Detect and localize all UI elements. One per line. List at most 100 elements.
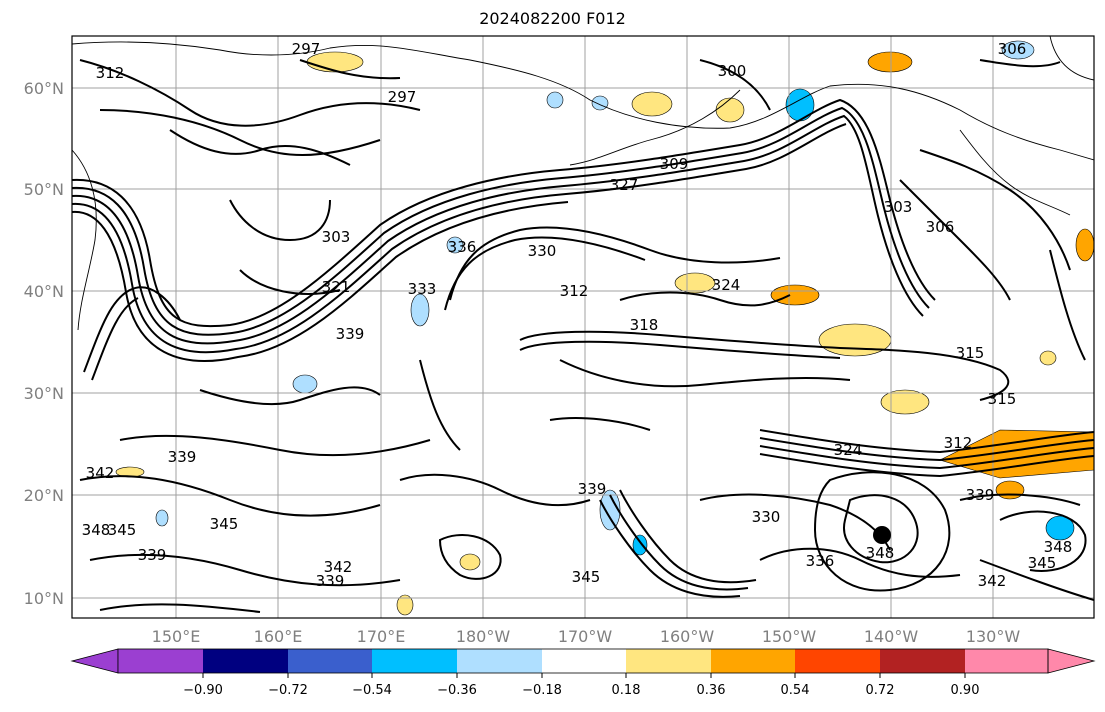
colorbar-tick-label: 0.90	[951, 683, 980, 698]
contour-label: 324	[834, 441, 863, 459]
contour-label: 312	[944, 434, 973, 452]
colorbar-outline	[117, 648, 1049, 674]
contour-labels: 297 312 297 306 300 309 327 303 306 303 …	[82, 40, 1073, 590]
lon-label: 160°W	[660, 627, 715, 646]
latitude-labels: 60°N 50°N 40°N 30°N 20°N 10°N	[24, 79, 64, 608]
contour-label: 345	[210, 515, 239, 533]
contour-label: 315	[988, 390, 1017, 408]
shade-patch	[880, 389, 930, 415]
colorbar-segment	[626, 649, 711, 673]
shade-patch	[410, 293, 430, 327]
longitude-labels: 150°E 160°E 170°E 180°W 170°W 160°W 150°…	[152, 627, 1021, 646]
contour-label: 318	[630, 316, 659, 334]
contour-label: 321	[322, 278, 351, 296]
contour-label: 300	[718, 62, 747, 80]
colorbar-segment	[118, 649, 203, 673]
contour-label: 306	[926, 218, 955, 236]
lon-label: 150°W	[762, 627, 817, 646]
contour-label: 345	[108, 521, 137, 539]
shade-patch	[818, 323, 892, 357]
colorbar-tick-label: −0.72	[268, 683, 308, 698]
colorbar-segment	[542, 649, 626, 673]
figure-title: 2024082200 F012	[479, 9, 626, 28]
contour-label: 339	[138, 546, 167, 564]
shade-patch	[396, 594, 414, 616]
shade-patch	[1039, 350, 1057, 366]
contour-label: 297	[388, 88, 417, 106]
lon-label: 130°W	[966, 627, 1021, 646]
contour-label: 315	[956, 344, 985, 362]
colorbar-segment	[372, 649, 457, 673]
colorbar-tick-label: 0.18	[612, 683, 641, 698]
shade-patch	[867, 51, 913, 73]
colorbar-tick-label: 0.36	[697, 683, 726, 698]
lon-label: 170°W	[558, 627, 613, 646]
contour-label: 348	[82, 521, 111, 539]
lat-label: 30°N	[24, 384, 64, 403]
shade-patch	[599, 489, 621, 531]
contour-label: 333	[408, 280, 437, 298]
contour-label: 339	[336, 325, 365, 343]
shade-patch	[459, 553, 481, 571]
shade-patch	[770, 284, 820, 306]
shade-patch	[1075, 228, 1094, 262]
lat-label: 20°N	[24, 486, 64, 505]
colorbar-min-extension	[70, 648, 119, 674]
contour-label: 336	[806, 552, 835, 570]
colorbar-tick-label: −0.18	[522, 683, 562, 698]
lat-label: 60°N	[24, 79, 64, 98]
shade-patch	[939, 429, 1094, 479]
contour-label: 330	[752, 508, 781, 526]
lat-label: 40°N	[24, 282, 64, 301]
shade-patch	[995, 480, 1025, 500]
contour-label: 336	[448, 238, 477, 256]
shade-patch	[591, 95, 609, 111]
shade-patch	[1045, 515, 1075, 541]
contours	[72, 59, 1094, 613]
shade-patch	[631, 91, 673, 117]
contour-label: 348	[1044, 538, 1073, 556]
contour-label: 342	[978, 572, 1007, 590]
lat-label: 50°N	[24, 180, 64, 199]
shaded-anomalies	[115, 40, 1094, 616]
contour-label: 339	[168, 448, 197, 466]
shade-patch	[546, 91, 564, 109]
shade-patch	[1001, 40, 1035, 60]
contour-label: 345	[1028, 554, 1057, 572]
shade-patch	[674, 272, 716, 294]
colorbar: −0.90 −0.72 −0.54 −0.36 −0.18 0.18 0.36 …	[70, 648, 1096, 698]
contour-label: 330	[528, 242, 557, 260]
lon-label: 170°E	[357, 627, 406, 646]
lon-label: 180°W	[456, 627, 511, 646]
contour-label: 303	[884, 198, 913, 216]
colorbar-tick-label: −0.90	[183, 683, 223, 698]
lon-label: 140°W	[864, 627, 919, 646]
colorbar-max-extension	[1047, 648, 1096, 674]
contour-label: 297	[292, 40, 321, 58]
contour-label: 309	[660, 155, 689, 173]
shade-patch	[292, 374, 318, 394]
map-panel	[72, 36, 1094, 618]
colorbar-tick-label: −0.54	[352, 683, 392, 698]
contour-label: 324	[712, 276, 741, 294]
lon-label: 150°E	[152, 627, 201, 646]
contour-label: 306	[998, 40, 1027, 58]
shade-patch	[715, 97, 745, 123]
lon-label: 160°E	[254, 627, 303, 646]
colorbar-segment	[880, 649, 965, 673]
contour-label: 339	[966, 486, 995, 504]
colorbar-segment	[711, 649, 795, 673]
map-border	[71, 35, 1095, 619]
contour-label: 348	[866, 544, 895, 562]
contour-label: 312	[560, 282, 589, 300]
shade-patch	[632, 534, 648, 556]
cyclone-center-marker	[873, 526, 891, 544]
contour-label: 327	[610, 176, 639, 194]
contour-label: 339	[578, 480, 607, 498]
colorbar-segment	[965, 649, 1048, 673]
coastlines	[72, 36, 1094, 331]
gridlines	[72, 36, 1094, 618]
colorbar-segment	[457, 649, 542, 673]
lat-label: 10°N	[24, 589, 64, 608]
